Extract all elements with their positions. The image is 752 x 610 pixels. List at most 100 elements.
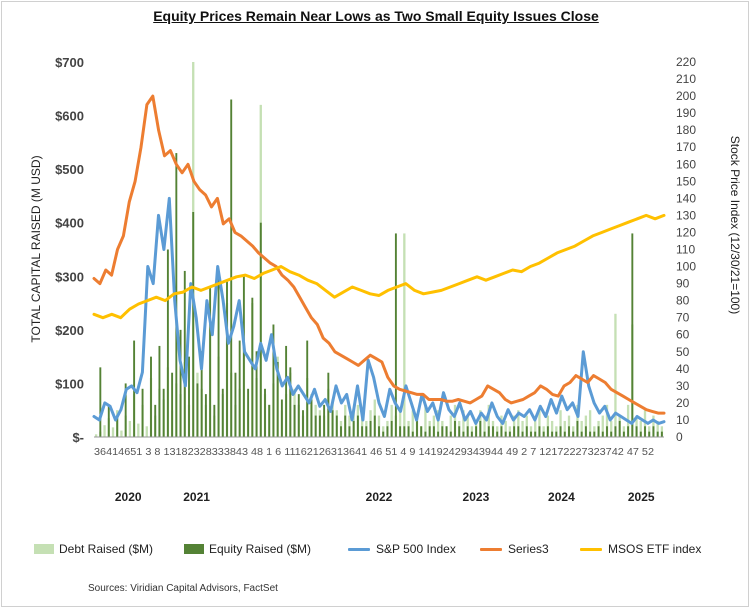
bar (230, 99, 233, 437)
bar (576, 420, 579, 437)
bar (103, 425, 106, 437)
y2-tick-label: 190 (676, 106, 696, 120)
series-line (92, 94, 666, 415)
bar (618, 420, 621, 437)
year-label: 2024 (548, 490, 575, 504)
bar (407, 426, 410, 437)
y2-tick-label: 20 (676, 396, 690, 410)
bar (550, 420, 554, 437)
bar (297, 394, 300, 437)
y-tick-label: $100 (55, 376, 84, 391)
bar (99, 367, 102, 437)
y2-tick-label: 90 (676, 277, 690, 291)
bar (627, 426, 630, 437)
y2-tick-label: 140 (676, 191, 696, 205)
bar (605, 404, 609, 437)
legend-label-equity: Equity Raised ($M) (209, 542, 312, 556)
bar (479, 420, 482, 437)
bar (538, 410, 541, 437)
bar (272, 324, 275, 437)
legend: Debt Raised ($M) Equity Raised ($M) S&P … (34, 542, 734, 562)
bar (369, 420, 372, 437)
bar (285, 345, 288, 437)
bar (584, 426, 587, 437)
y-tick-label: $400 (55, 216, 84, 231)
y2-tick-label: 200 (676, 89, 696, 103)
bar (377, 415, 381, 437)
bar (183, 270, 186, 437)
bar (588, 410, 592, 437)
bar (268, 404, 271, 437)
y-tick-label: $500 (55, 162, 84, 177)
y2-tick-label: 220 (676, 55, 696, 69)
bar (492, 426, 494, 437)
bar (521, 420, 524, 437)
y2-tick-label: 60 (676, 328, 690, 342)
bar (563, 420, 566, 437)
legend-swatch-sp500 (348, 547, 370, 551)
year-label: 2023 (463, 490, 490, 504)
bar (188, 356, 190, 437)
legend-label-series3: Series3 (508, 542, 549, 556)
series-line (92, 196, 666, 425)
bar (264, 388, 266, 437)
year-label: 2021 (183, 490, 210, 504)
legend-label-sp500: S&P 500 Index (376, 542, 456, 556)
bar (394, 233, 397, 437)
bar (226, 281, 228, 437)
bar (335, 415, 338, 437)
y2-tick-label: 130 (676, 208, 696, 222)
bar (454, 420, 456, 437)
bar (538, 426, 541, 437)
bar (593, 431, 596, 437)
bar (504, 431, 507, 437)
bar (601, 415, 604, 437)
y2-tick-label: 150 (676, 174, 696, 188)
bar (525, 426, 528, 437)
bar (318, 415, 321, 437)
bar (622, 431, 625, 437)
y-tick-label: $300 (55, 269, 84, 284)
bar (234, 372, 237, 437)
bar (166, 249, 169, 437)
bar (420, 426, 423, 437)
y-axis-label: TOTAL CAPITAL RAISED (M USD) (29, 155, 43, 342)
year-label: 2020 (115, 490, 142, 504)
bar (601, 431, 604, 437)
bar (424, 404, 427, 437)
bar (534, 420, 537, 437)
bar (348, 426, 351, 437)
bar (251, 297, 254, 437)
bar (610, 431, 613, 437)
bar (466, 426, 469, 437)
bar (517, 426, 520, 437)
legend-label-msos: MSOS ETF index (608, 542, 702, 556)
bar (209, 287, 212, 437)
bar (470, 431, 473, 437)
bar (635, 426, 638, 437)
year-label: 2022 (366, 490, 393, 504)
bar (652, 426, 655, 437)
y2-tick-label: 10 (676, 413, 690, 427)
y2-tick-label: 210 (676, 72, 696, 86)
legend-swatch-debt (34, 544, 54, 554)
bar (352, 420, 355, 437)
bar (403, 426, 406, 437)
bar (116, 415, 119, 437)
bar (462, 410, 465, 437)
y-tick-label: $- (72, 430, 84, 445)
legend-item-msos: MSOS ETF index (580, 542, 701, 556)
bar (323, 404, 326, 437)
bar (280, 399, 283, 437)
bar (656, 420, 659, 437)
bar (314, 415, 317, 437)
bar (542, 431, 545, 437)
bar (411, 431, 414, 437)
bar (348, 415, 351, 437)
bar (356, 415, 359, 437)
bar (567, 415, 571, 437)
bar (483, 431, 486, 437)
bar (94, 434, 98, 437)
bar (606, 426, 608, 437)
